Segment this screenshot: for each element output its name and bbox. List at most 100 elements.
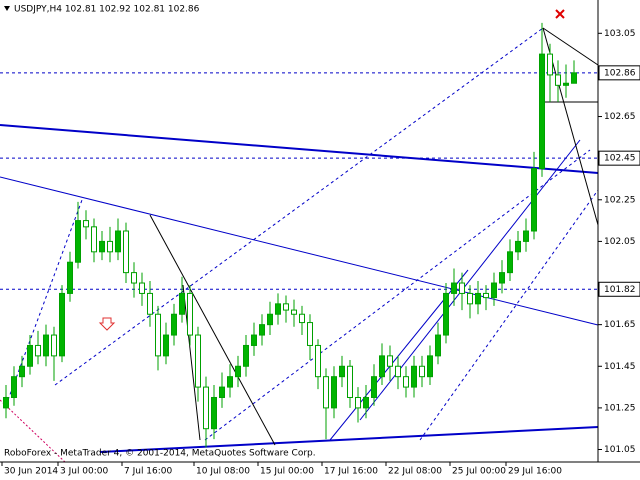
candle-body [571,72,577,84]
candle-body [475,292,481,305]
candle-body [267,313,273,326]
candle-body [251,334,257,346]
candle-body [339,365,345,378]
x-tick-label: 30 Jun 2014 [4,467,58,477]
candle-body [3,396,9,409]
candle-body [403,376,409,388]
sell-arrow [98,317,116,331]
candle-body [179,292,185,315]
candle-body [315,344,321,378]
x-tick-label: 7 Jul 16:00 [124,467,173,477]
candle-body [299,313,305,324]
candle-body [19,365,25,378]
candle-body [563,82,569,86]
candle-body [467,292,473,305]
candle-body [459,282,465,294]
footer: RoboForex - MetaTrader 4, © 2001-2014, M… [4,449,316,459]
header: USDJPY,H4 102.81 102.92 102.81 102.86 [14,5,200,15]
candle-body [203,386,209,430]
candle-body [531,168,537,232]
channel-line [204,149,591,441]
y-tick-label: 102.25 [604,195,636,205]
candle-body [411,365,417,388]
candle-body [355,396,361,409]
candle-body [379,355,385,378]
projection-line [182,284,201,441]
candle-body [27,344,33,367]
x-tick-label: 10 Jul 08:00 [196,467,250,477]
candle-body [523,230,529,242]
candle-body [323,376,329,409]
candle-body [275,303,281,315]
y-tick-label: 101.45 [604,362,636,372]
header-icon [4,6,10,11]
candle-body [35,344,41,357]
candle-body [211,396,217,430]
candle-body [147,292,153,315]
candle-body [483,292,489,299]
candle-body [291,309,297,315]
candle-body [443,292,449,336]
candle-body [427,355,433,378]
candle-body [547,53,553,76]
candle-body [243,344,249,367]
level-box [598,281,640,297]
projection-line [542,27,599,66]
candle-body [51,334,57,357]
candle-body [395,365,401,378]
candle-body [499,272,505,284]
candle-body [435,334,441,357]
candle-body [507,251,513,274]
candle-body [163,334,169,357]
trend-line [0,176,599,326]
candle-body [515,240,521,253]
y-tick-label: 102.05 [604,237,636,247]
level-label: 102.45 [604,154,636,164]
candle-body [139,282,145,294]
candle-body [195,334,201,388]
x-tick-label: 22 Jul 08:00 [388,467,442,477]
candle-body [491,282,497,299]
candle-body [259,324,265,336]
y-tick-label: 103.05 [604,29,636,39]
x-tick-label: 17 Jul 16:00 [324,467,378,477]
candle-body [363,396,369,409]
trend-line [99,426,599,453]
trend-line [0,124,599,174]
candle-body [227,376,233,388]
x-tick-label: 25 Jul 00:00 [452,467,506,477]
candle-body [307,322,313,346]
candle-body [107,240,113,253]
plot [0,22,598,448]
y-tick-label: 101.65 [604,320,636,330]
candle-body [83,220,89,228]
channel-line [54,27,544,386]
x-tick-label: 15 Jul 00:00 [260,467,314,477]
candle-body [75,220,81,263]
candle-body [123,230,129,274]
close-marker [555,9,565,19]
candle-body [235,365,241,378]
x-tick-label: 3 Jul 00:00 [60,467,109,477]
y-tick-label: 102.65 [604,112,636,122]
level-box [598,150,640,166]
candle-body [555,74,561,86]
candle-body [131,272,137,284]
candle-body [331,376,337,409]
y-tick-label: 101.05 [604,445,636,455]
candle-body [43,334,49,357]
candle-body [539,53,545,170]
level-box [598,65,640,81]
level-label: 101.82 [604,285,636,295]
candle-body [155,313,161,357]
candle-body [387,355,393,367]
candle-body [347,365,353,398]
candle-body [115,230,121,253]
candle-body [11,376,17,398]
candle-body [67,261,73,294]
candle-body [171,313,177,336]
level-label: 102.86 [604,68,636,78]
candle-body [59,292,65,357]
